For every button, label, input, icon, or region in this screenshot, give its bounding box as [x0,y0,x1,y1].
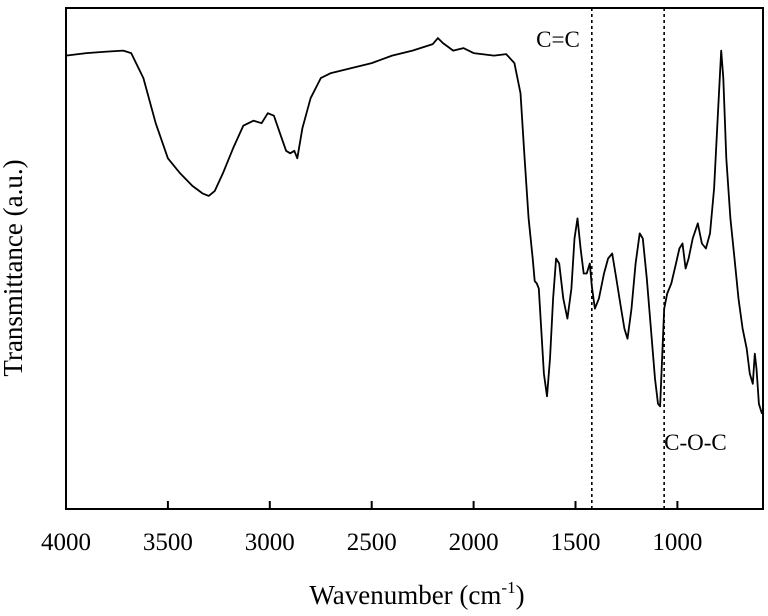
plot-area: C=C C-O-C [65,8,763,509]
x-tick-label: 1000 [652,529,702,556]
x-axis-label-main: Wavenumber (cm [309,580,501,610]
x-axis-ticks: 4000 3500 3000 2500 2000 1500 1000 [41,501,702,556]
x-axis-label-end: ) [516,580,525,610]
spectrum-line-0 [65,37,763,415]
x-axis-label-superscript: -1 [501,578,515,597]
x-tick-label: 4000 [41,529,91,556]
x-tick-label: 1500 [551,529,601,556]
x-tick-label: 3500 [143,529,193,556]
y-axis-label: Transmittance (a.u.) [0,159,28,376]
x-tick-label: 2500 [347,529,397,556]
annotation-label-1: C-O-C [664,430,727,455]
x-axis-label: Wavenumber (cm-1) [309,578,524,610]
x-tick-label: 2000 [449,529,499,556]
x-tick-label: 3000 [245,529,295,556]
plot-frame [65,7,764,510]
annotation-label-0: C=C [536,27,580,52]
